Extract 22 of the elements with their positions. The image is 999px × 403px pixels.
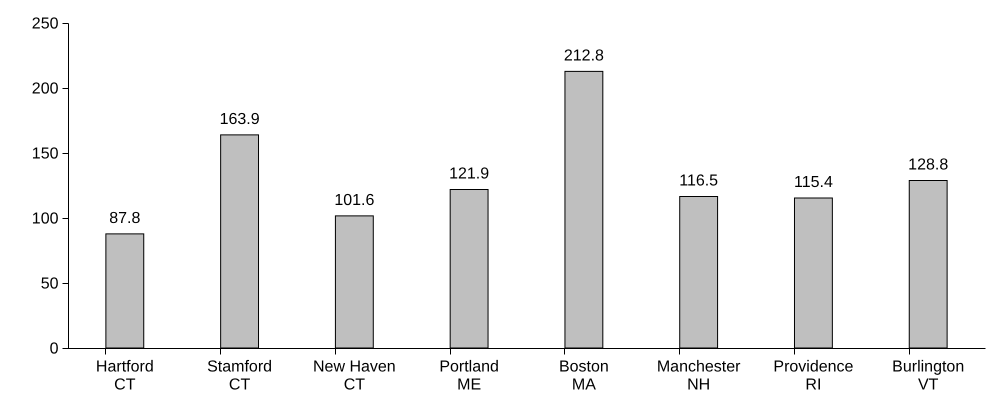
x-tick-label: Burlington VT xyxy=(892,358,964,394)
x-tick-label: Providence RI xyxy=(773,358,854,394)
y-tick-label: 0 xyxy=(50,340,59,358)
y-tick-label: 200 xyxy=(32,80,59,98)
y-tick-label: 150 xyxy=(32,146,59,162)
data-label: 116.5 xyxy=(679,172,718,190)
x-tick-label: Hartford CT xyxy=(96,358,154,394)
y-tick-label: 250 xyxy=(32,16,59,32)
data-label: 87.8 xyxy=(109,210,140,227)
x-tick-label: Stamford CT xyxy=(207,358,272,394)
data-label: 115.4 xyxy=(794,174,833,191)
data-label: 121.9 xyxy=(449,166,490,183)
data-label: 128.8 xyxy=(908,156,948,174)
x-tick-label: Portland ME xyxy=(439,358,499,394)
y-tick-label: 100 xyxy=(32,210,59,228)
x-tick-label: Boston MA xyxy=(558,358,609,394)
data-label: 212.8 xyxy=(564,47,604,64)
data-label: 163.9 xyxy=(220,110,260,128)
x-tick-label: New Haven CT xyxy=(312,358,396,394)
x-tick-label: Manchester NH xyxy=(656,358,742,394)
data-label: 101.6 xyxy=(334,192,374,209)
y-tick-label: 50 xyxy=(40,276,59,292)
